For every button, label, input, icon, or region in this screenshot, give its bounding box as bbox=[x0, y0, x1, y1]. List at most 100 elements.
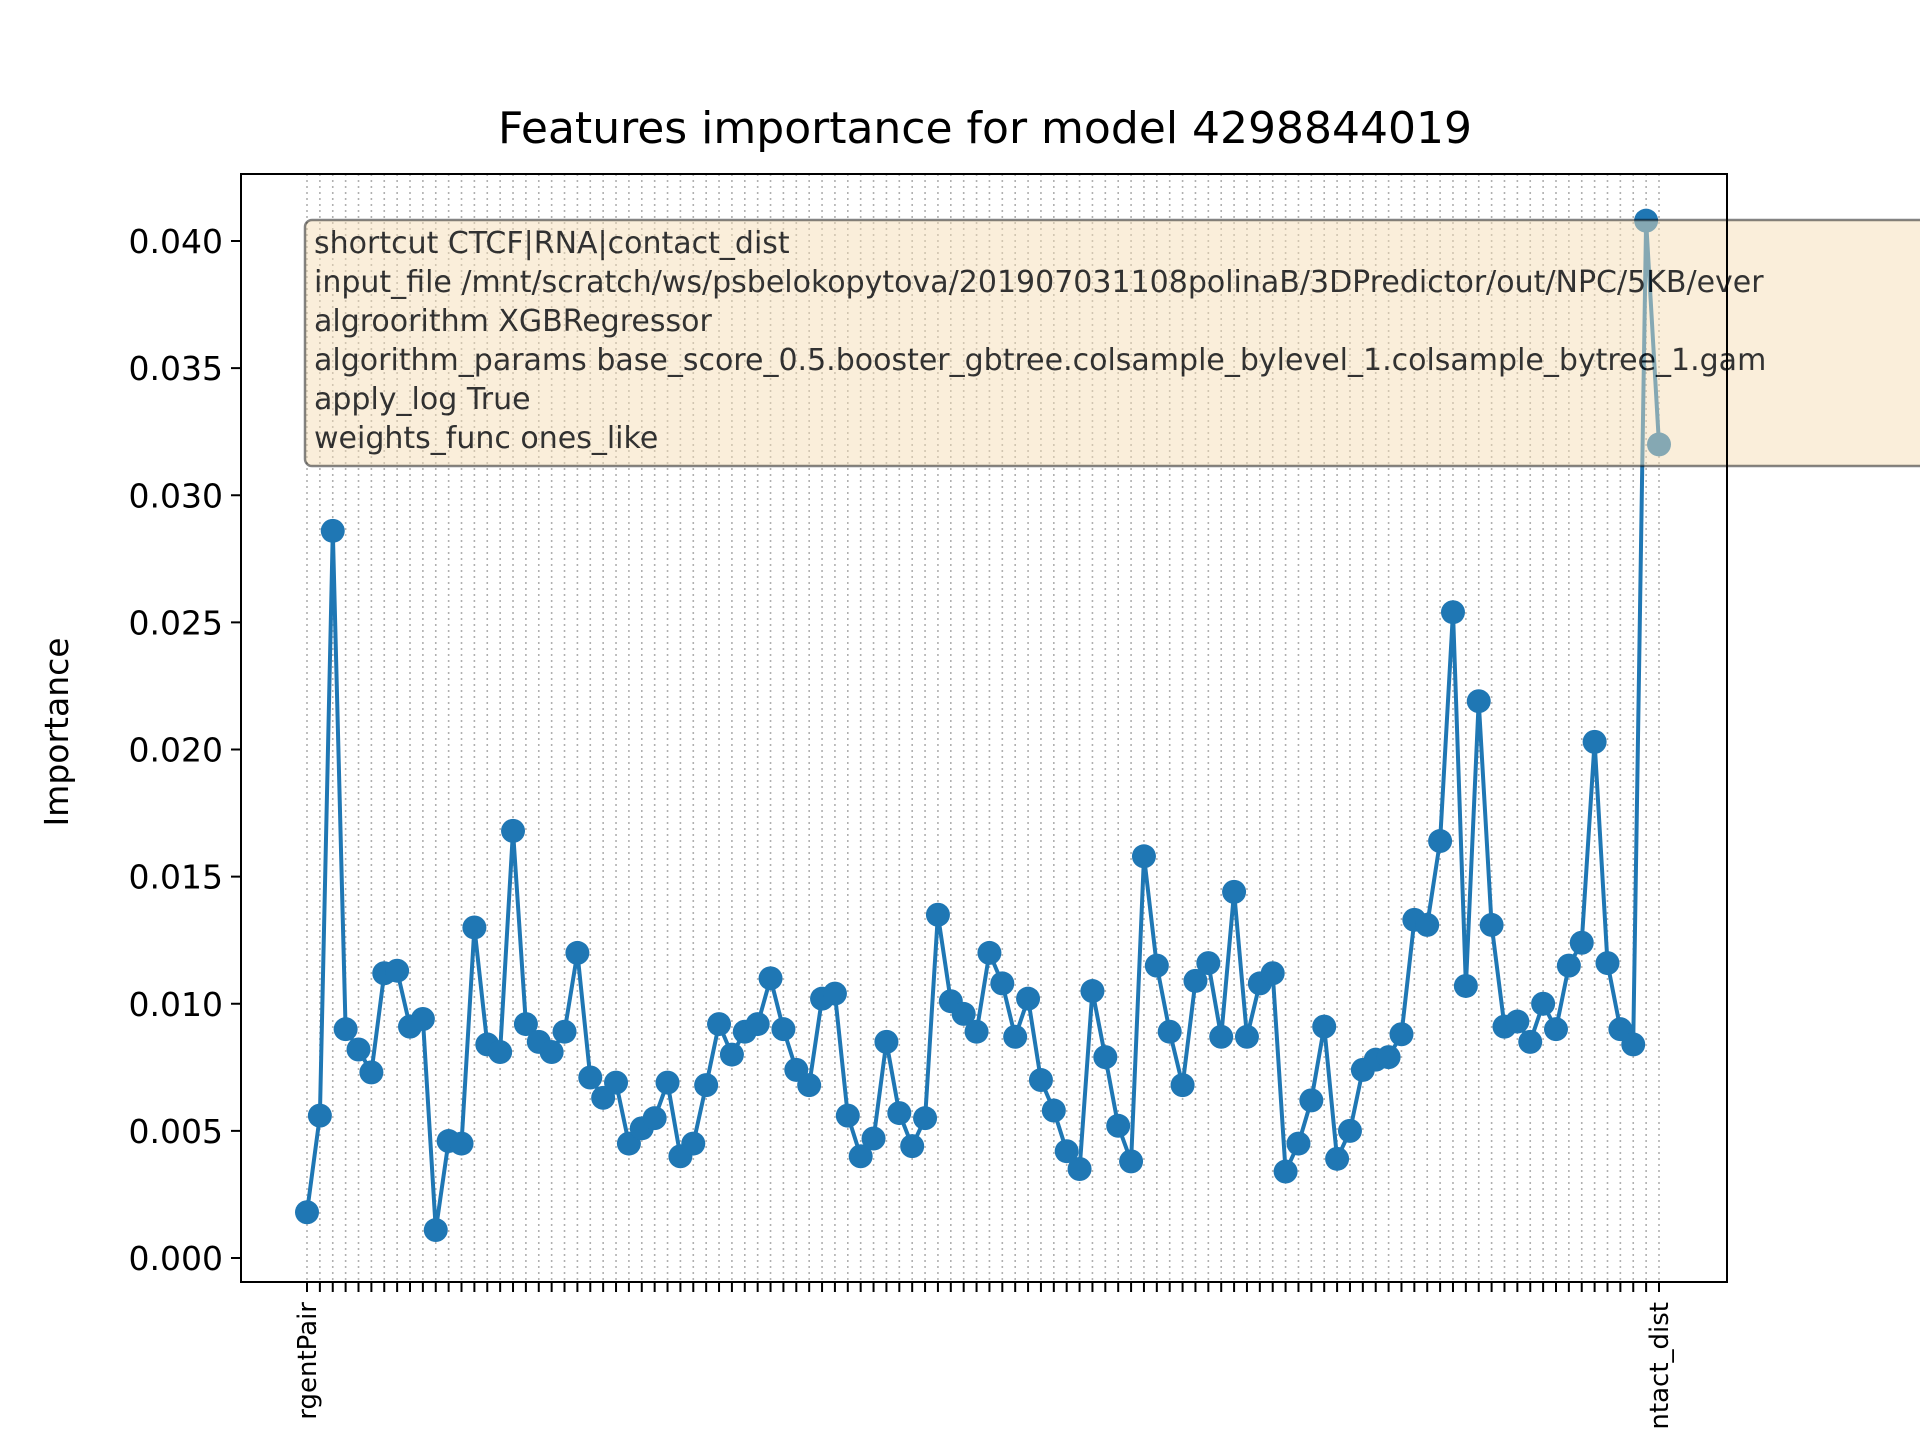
data-point bbox=[346, 1037, 371, 1062]
data-point bbox=[1440, 600, 1465, 625]
data-point bbox=[1196, 951, 1221, 976]
data-point bbox=[1595, 951, 1620, 976]
parameters-line: shortcut CTCF|RNA|contact_dist bbox=[314, 226, 790, 261]
data-point bbox=[861, 1126, 886, 1151]
parameters-line: algorithm_params base_score_0.5.booster_… bbox=[314, 343, 1766, 378]
data-point bbox=[681, 1131, 706, 1156]
parameters-box-background bbox=[303, 218, 1920, 468]
data-point bbox=[1170, 1073, 1195, 1098]
data-point bbox=[1080, 979, 1105, 1004]
data-point bbox=[1556, 953, 1581, 978]
data-point bbox=[822, 981, 847, 1006]
data-point bbox=[1376, 1045, 1401, 1070]
data-point bbox=[771, 1017, 796, 1042]
data-point bbox=[1286, 1131, 1311, 1156]
data-point bbox=[1093, 1045, 1118, 1070]
y-tick-label: 0.020 bbox=[129, 731, 223, 770]
data-point bbox=[977, 940, 1002, 965]
data-point bbox=[874, 1029, 899, 1054]
y-axis-label: Importance bbox=[37, 637, 76, 826]
data-point bbox=[1518, 1029, 1543, 1054]
y-axis: 0.000 0.005 0.010 0.015 0.020 0.025 0.030 0.035… bbox=[129, 222, 241, 1278]
data-point bbox=[333, 1017, 358, 1042]
data-point bbox=[848, 1144, 873, 1169]
data-point bbox=[707, 1012, 732, 1037]
data-point bbox=[423, 1218, 448, 1243]
data-point bbox=[1621, 1032, 1646, 1057]
y-tick-label: 0.035 bbox=[129, 349, 223, 388]
data-point bbox=[359, 1060, 384, 1085]
data-point bbox=[307, 1103, 332, 1128]
data-point bbox=[719, 1042, 744, 1067]
data-point bbox=[1647, 432, 1671, 457]
data-point bbox=[385, 958, 410, 983]
plot-area-frame bbox=[240, 173, 1728, 1283]
data-point bbox=[1299, 1088, 1324, 1113]
data-point bbox=[758, 966, 783, 991]
y-tick-label: 0.000 bbox=[129, 1239, 223, 1278]
data-point bbox=[1106, 1113, 1131, 1138]
data-point bbox=[1003, 1024, 1028, 1049]
data-point bbox=[320, 518, 345, 543]
data-point bbox=[1067, 1157, 1092, 1182]
data-point bbox=[1479, 912, 1504, 937]
data-point bbox=[887, 1101, 912, 1126]
data-point bbox=[835, 1103, 860, 1128]
parameters-line: weights_func ones_like bbox=[314, 421, 658, 456]
data-point bbox=[1273, 1159, 1298, 1184]
data-point bbox=[642, 1106, 667, 1131]
data-point bbox=[1054, 1139, 1079, 1164]
data-point bbox=[745, 1012, 770, 1037]
data-point bbox=[964, 1019, 989, 1044]
data-point bbox=[578, 1065, 603, 1090]
data-point bbox=[1582, 729, 1607, 754]
data-point bbox=[913, 1106, 938, 1131]
y-tick-label: 0.015 bbox=[129, 858, 223, 897]
data-point bbox=[1389, 1022, 1414, 1047]
data-point bbox=[990, 971, 1015, 996]
data-point bbox=[1234, 1024, 1259, 1049]
grid-lines bbox=[306, 174, 1660, 1282]
data-point bbox=[925, 902, 950, 927]
data-point bbox=[1531, 991, 1556, 1016]
data-point bbox=[655, 1070, 680, 1095]
data-point bbox=[1505, 1009, 1530, 1034]
data-point bbox=[1260, 961, 1285, 986]
parameters-line: input_file /mnt/scratch/ws/psbelokopytov… bbox=[314, 265, 1764, 300]
data-point bbox=[1119, 1149, 1144, 1174]
chart-title: Features importance for model 4298844019 bbox=[498, 103, 1472, 154]
data-point bbox=[1569, 930, 1594, 955]
data-point bbox=[1144, 953, 1169, 978]
y-tick-label: 0.030 bbox=[129, 476, 223, 515]
data-point bbox=[604, 1070, 629, 1095]
parameters-box-text: shortcut CTCF|RNA|contact_dist input_file… bbox=[314, 226, 1766, 456]
data-point bbox=[900, 1134, 925, 1159]
y-tick-label: 0.040 bbox=[129, 222, 223, 261]
data-point bbox=[488, 1040, 513, 1065]
data-point bbox=[449, 1131, 474, 1156]
data-point bbox=[501, 818, 526, 843]
data-point bbox=[565, 940, 590, 965]
data-point bbox=[410, 1007, 435, 1032]
data-point bbox=[694, 1073, 719, 1098]
data-point bbox=[1183, 968, 1208, 993]
data-point bbox=[1337, 1118, 1362, 1143]
y-tick-label: 0.010 bbox=[129, 985, 223, 1024]
parameters-line: algroorithm XGBRegressor bbox=[314, 304, 712, 339]
data-point bbox=[1209, 1024, 1234, 1049]
data-point bbox=[1131, 844, 1156, 869]
parameters-line: apply_log True bbox=[314, 382, 531, 417]
data-point bbox=[1312, 1014, 1337, 1039]
data-point bbox=[1157, 1019, 1182, 1044]
data-point bbox=[1028, 1068, 1053, 1093]
data-point bbox=[295, 1200, 319, 1225]
x-axis: rgentPair ntact_dist bbox=[293, 1282, 1675, 1430]
y-tick-label: 0.005 bbox=[129, 1112, 223, 1151]
data-point bbox=[1016, 986, 1041, 1011]
data-point bbox=[513, 1012, 538, 1037]
data-point bbox=[1543, 1017, 1568, 1042]
data-point bbox=[1466, 689, 1491, 714]
x-tick-label: rgentPair bbox=[293, 1302, 323, 1420]
